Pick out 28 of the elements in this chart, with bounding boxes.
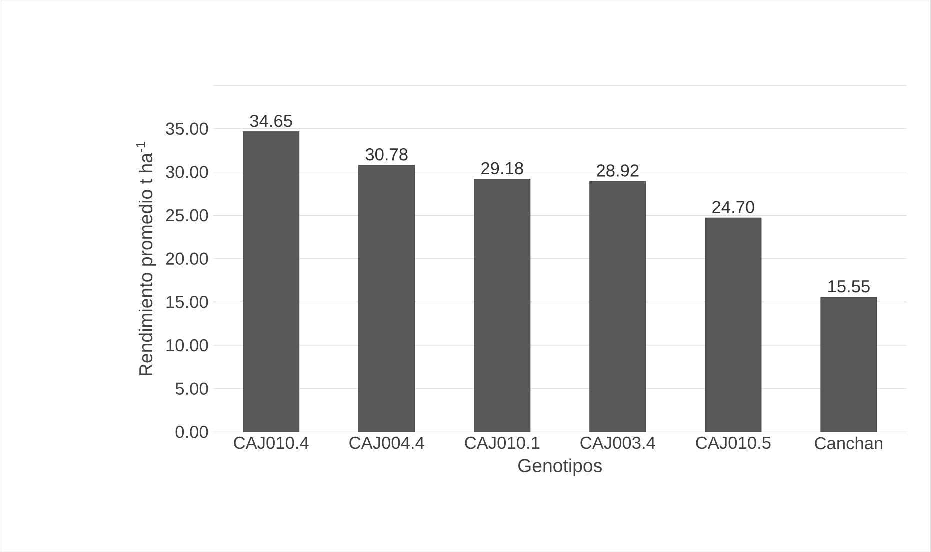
data-label: 30.78 xyxy=(366,148,408,161)
x-tick-label: CAJ010.4 xyxy=(234,436,309,449)
x-tick-label: CAJ004.4 xyxy=(350,436,424,449)
y-tick-label: 20.00 xyxy=(166,252,208,265)
y-tick-label: 10.00 xyxy=(166,339,208,352)
y-axis-title: Rendimiento promedio t ha$^{-1}$ xyxy=(136,142,156,376)
x-tick-label: CAJ003.4 xyxy=(580,436,656,449)
data-label: 34.65 xyxy=(250,114,292,128)
y-tick-label: 5.00 xyxy=(176,382,208,395)
bar xyxy=(705,218,762,432)
y-tick-label: 35.00 xyxy=(166,122,208,135)
bar xyxy=(243,131,300,432)
x-tick-label: CAJ010.5 xyxy=(696,436,771,449)
data-label: 28.92 xyxy=(597,164,639,177)
y-tick-label: 25.00 xyxy=(166,209,208,222)
x-tick-label: CAJ010.1 xyxy=(465,436,540,449)
data-label: 24.70 xyxy=(712,200,754,214)
y-tick-label: 0.00 xyxy=(176,426,208,438)
bar xyxy=(474,178,531,432)
data-label: 15.55 xyxy=(828,280,870,293)
bar xyxy=(820,296,878,432)
y-tick-label: 30.00 xyxy=(166,166,208,178)
bar xyxy=(590,181,646,432)
x-axis-title: Genotipos xyxy=(518,458,602,476)
x-tick-label: Canchan xyxy=(815,436,883,450)
bar xyxy=(358,164,416,432)
y-tick-label: 15.00 xyxy=(166,296,208,308)
data-label: 29.18 xyxy=(482,162,524,174)
